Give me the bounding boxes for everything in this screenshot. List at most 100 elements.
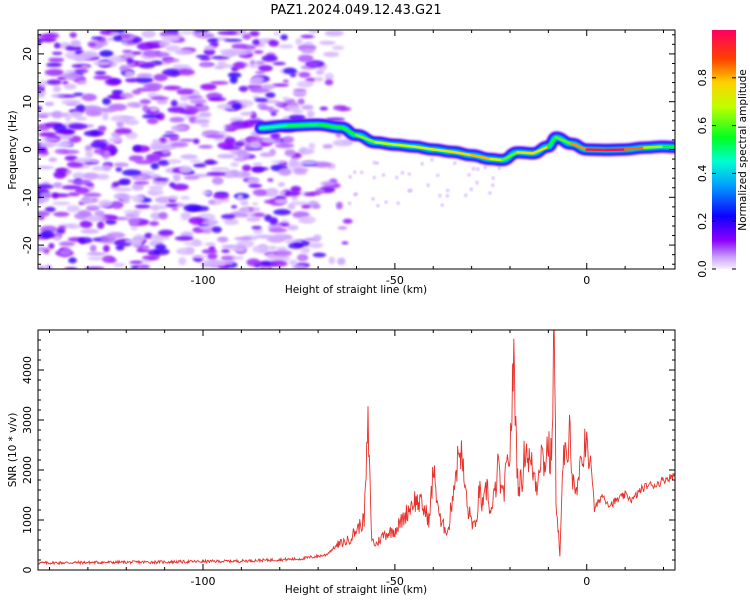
spectrogram-noise-blob bbox=[436, 174, 440, 177]
spectrogram-noise-blob bbox=[168, 195, 179, 201]
spectrogram-noise-blob bbox=[282, 79, 289, 83]
spectrogram-noise-blob bbox=[267, 178, 274, 182]
spectrogram-noise-blob bbox=[274, 101, 285, 107]
spectrogram-noise-blob bbox=[164, 131, 176, 135]
spectrogram-noise-blob bbox=[332, 139, 352, 147]
spectrogram-noise-blob bbox=[65, 45, 82, 52]
spectrogram-noise-blob bbox=[119, 92, 134, 99]
spectrogram-noise-blob bbox=[61, 185, 82, 190]
spectrogram-noise-blob bbox=[348, 202, 352, 205]
spectrogram-noise-blob bbox=[70, 39, 81, 48]
spectrogram-noise-blob bbox=[331, 45, 345, 51]
spectrogram-noise-blob bbox=[171, 207, 179, 211]
spectrogram-noise-blob bbox=[129, 260, 143, 265]
x-tick-label: -100 bbox=[191, 274, 216, 287]
spectrogram-noise-blob bbox=[293, 153, 301, 157]
spectrogram-noise-blob bbox=[232, 62, 246, 69]
spectrogram-noise-blob bbox=[287, 203, 296, 210]
spectrogram-noise-blob bbox=[268, 227, 288, 233]
spectrogram-noise-blob bbox=[183, 204, 202, 212]
spectrogram-noise-blob bbox=[145, 154, 162, 163]
spectrogram-noise-blob bbox=[273, 209, 292, 216]
spectrogram-noise-blob bbox=[253, 227, 263, 235]
snr-x-ticks: -100 -50 0 bbox=[49, 330, 664, 588]
colorbar-label: Normalized spectral amplitude bbox=[737, 69, 749, 230]
spectrogram-noise-field bbox=[38, 30, 501, 269]
spectrogram-noise-blob bbox=[85, 150, 94, 159]
spectrogram-ridge-core bbox=[259, 124, 289, 130]
spectrogram-noise-blob bbox=[66, 161, 83, 168]
spectrogram-noise-blob bbox=[131, 239, 143, 248]
spectrogram-noise-blob bbox=[167, 159, 182, 164]
spectrogram-noise-blob bbox=[133, 264, 151, 269]
spectrogram-noise-blob bbox=[348, 175, 352, 179]
colorbar-tick-label: 0.6 bbox=[696, 117, 709, 135]
spectrogram-ridge-core bbox=[451, 150, 473, 157]
spectrogram-ridge bbox=[254, 118, 675, 167]
spectrogram-noise-blob bbox=[73, 69, 89, 73]
spectrogram-noise-blob bbox=[56, 133, 74, 140]
y-tick-label: 0 bbox=[21, 146, 34, 153]
spectrogram-noise-blob bbox=[49, 193, 70, 198]
spectrogram-noise-blob bbox=[216, 103, 235, 110]
spectrogram-noise-blob bbox=[183, 175, 200, 180]
spectrogram-noise-blob bbox=[77, 237, 93, 244]
spectrogram-noise-blob bbox=[293, 88, 307, 93]
y-tick-label: 2000 bbox=[21, 456, 34, 484]
spectrogram-noise-blob bbox=[58, 241, 76, 247]
spectrogram-noise-blob bbox=[229, 75, 238, 84]
y-tick-label: 3000 bbox=[21, 406, 34, 434]
spectrogram-noise-blob bbox=[335, 201, 343, 210]
spectrogram-noise-blob bbox=[261, 137, 276, 143]
spectrogram-noise-blob bbox=[68, 257, 77, 264]
spectrogram-noise-blob bbox=[261, 84, 276, 90]
spectrogram-noise-blob bbox=[260, 106, 275, 110]
spectrogram-noise-blob bbox=[116, 120, 124, 128]
spectrogram-noise-blob bbox=[324, 72, 334, 81]
spectrogram-noise-blob bbox=[105, 219, 117, 225]
spectrogram-noise-blob bbox=[272, 61, 286, 66]
spectrogram-noise-blob bbox=[108, 137, 122, 143]
spectrogram-noise-blob bbox=[162, 61, 171, 65]
spectrogram-noise-blob bbox=[249, 140, 262, 149]
spectrogram-noise-blob bbox=[74, 54, 87, 62]
colorbar-ticks: 0.0 0.2 0.4 0.6 0.8 bbox=[696, 69, 736, 278]
spectrogram-noise-blob bbox=[445, 194, 449, 198]
spectrogram-noise-blob bbox=[142, 49, 160, 57]
spectrogram-noise-blob bbox=[158, 229, 174, 236]
spectrogram-noise-blob bbox=[353, 171, 357, 174]
spectrogram-noise-blob bbox=[203, 48, 216, 56]
spectrogram-noise-blob bbox=[121, 169, 142, 176]
spectrogram-noise-blob bbox=[178, 69, 195, 76]
spectrogram-noise-blob bbox=[267, 109, 280, 113]
spectrogram-noise-blob bbox=[307, 110, 315, 118]
spectrogram-ridge-core bbox=[531, 145, 550, 155]
spectrogram-noise-blob bbox=[288, 242, 304, 249]
colorbar-tick-label: 0.0 bbox=[696, 260, 709, 278]
spectrogram-noise-blob bbox=[274, 198, 288, 205]
spectrogram-noise-blob bbox=[51, 51, 63, 56]
spectrogram-noise-blob bbox=[240, 200, 249, 206]
spectrogram-noise-blob bbox=[38, 90, 46, 98]
spectrogram-noise-blob bbox=[169, 69, 180, 76]
spectrogram-noise-blob bbox=[270, 260, 288, 267]
spectrogram-noise-blob bbox=[252, 39, 261, 46]
spectrogram-noise-blob bbox=[376, 204, 380, 207]
spectrogram-noise-blob bbox=[199, 62, 213, 68]
spectrogram-noise-blob bbox=[48, 58, 64, 63]
spectrogram-noise-blob bbox=[213, 193, 229, 200]
spectrogram-noise-blob bbox=[179, 138, 195, 142]
spectrogram-noise-blob bbox=[73, 92, 84, 97]
spectrogram-noise-blob bbox=[98, 107, 116, 113]
spectrogram-noise-blob bbox=[188, 216, 204, 225]
spectrogram-noise-blob bbox=[258, 65, 273, 72]
spectrogram-noise-blob bbox=[264, 258, 284, 262]
spectrogram-noise-blob bbox=[268, 39, 279, 47]
spectrogram-ridge-core bbox=[355, 133, 377, 144]
spectrogram-noise-blob bbox=[284, 239, 303, 245]
spectrogram-noise-blob bbox=[147, 189, 164, 196]
spectrogram-noise-blob bbox=[273, 250, 293, 256]
spectrogram-noise-blob bbox=[44, 33, 60, 39]
spectrogram-noise-blob bbox=[174, 48, 193, 56]
spectrogram-ridge-core bbox=[339, 126, 358, 137]
